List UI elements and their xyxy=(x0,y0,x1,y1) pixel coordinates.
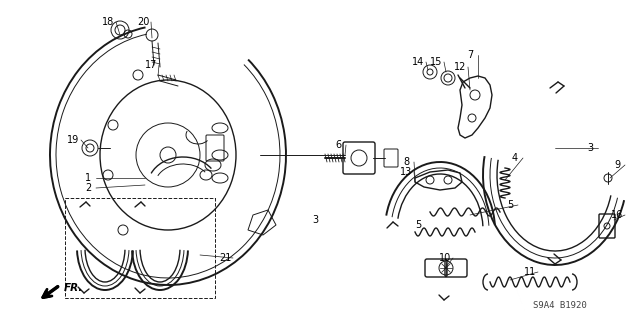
Text: 3: 3 xyxy=(312,215,318,225)
Text: S9A4 B1920: S9A4 B1920 xyxy=(533,300,587,309)
Text: 19: 19 xyxy=(67,135,79,145)
Text: 14: 14 xyxy=(412,57,424,67)
Text: 8: 8 xyxy=(403,157,409,167)
Text: 16: 16 xyxy=(611,210,623,220)
Text: 5: 5 xyxy=(507,200,513,210)
Text: 13: 13 xyxy=(400,167,412,177)
Text: 20: 20 xyxy=(137,17,149,27)
Text: 15: 15 xyxy=(430,57,442,67)
Text: 10: 10 xyxy=(439,253,451,263)
Text: 17: 17 xyxy=(145,60,157,70)
Text: 21: 21 xyxy=(219,253,231,263)
Text: 9: 9 xyxy=(614,160,620,170)
Text: 18: 18 xyxy=(102,17,114,27)
Text: 11: 11 xyxy=(524,267,536,277)
Text: 12: 12 xyxy=(454,62,466,72)
Text: FR.: FR. xyxy=(64,283,83,293)
FancyArrowPatch shape xyxy=(44,287,58,297)
Text: 7: 7 xyxy=(467,50,473,60)
Text: 6: 6 xyxy=(335,140,341,150)
Text: 3: 3 xyxy=(587,143,593,153)
Bar xyxy=(65,198,215,298)
Text: 5: 5 xyxy=(415,220,421,230)
Text: 2: 2 xyxy=(85,183,91,193)
Text: 1: 1 xyxy=(85,173,91,183)
Text: 4: 4 xyxy=(512,153,518,163)
